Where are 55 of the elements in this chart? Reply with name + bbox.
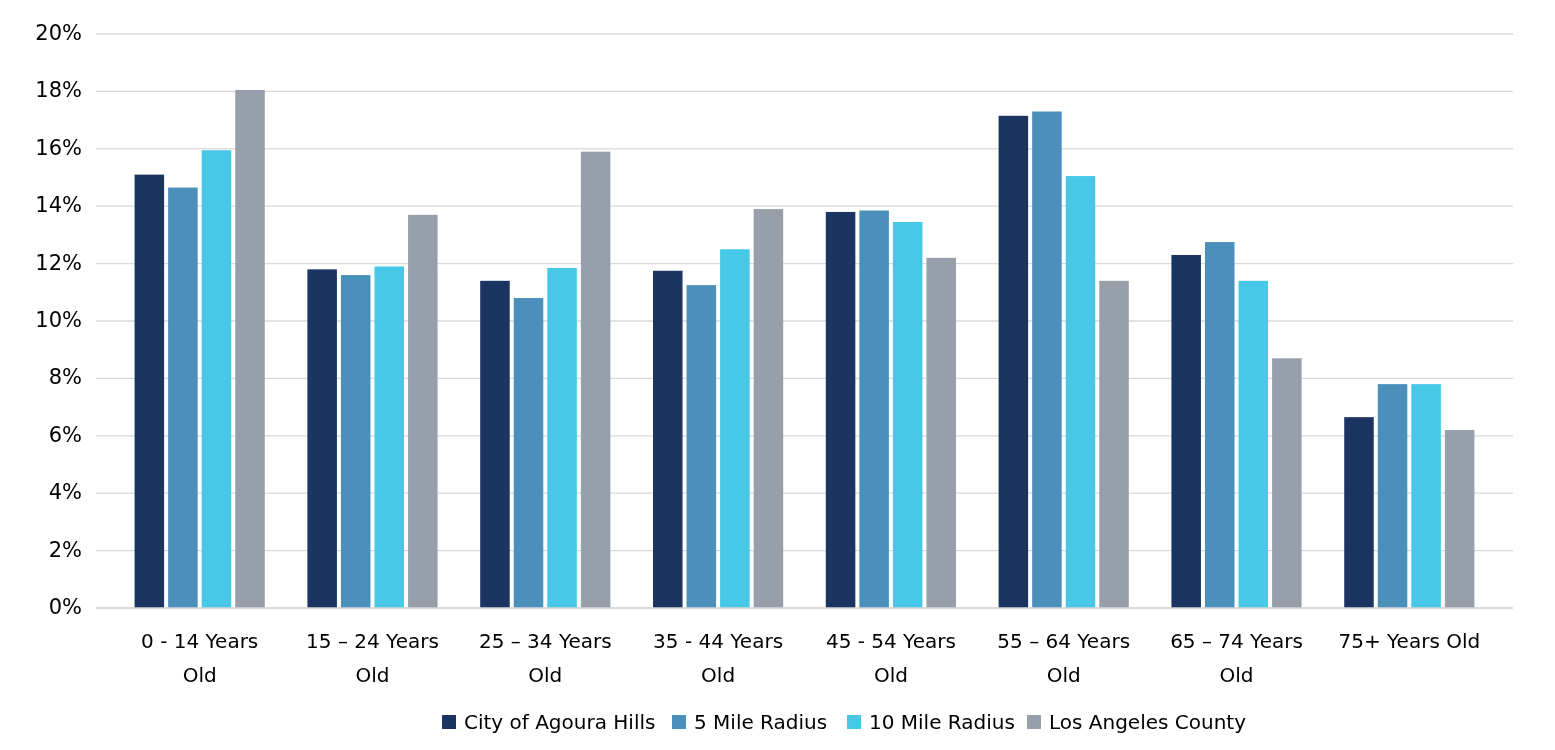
bar <box>1032 111 1062 608</box>
y-tick-label: 16% <box>35 135 82 160</box>
y-tick-label: 6% <box>48 422 82 447</box>
bar <box>480 280 510 608</box>
bar <box>720 249 750 608</box>
bar <box>686 285 717 608</box>
bar <box>1204 242 1235 608</box>
x-tick-label: 15 – 24 Years Old <box>306 629 439 687</box>
y-tick-label: 14% <box>35 193 82 218</box>
bar <box>580 151 611 608</box>
bar <box>1065 176 1096 608</box>
x-tick-label: 35 - 44 Years Old <box>653 629 784 687</box>
x-tick-label: 65 – 74 Years Old <box>1170 629 1303 687</box>
y-tick-label: 0% <box>48 595 82 619</box>
bar <box>892 221 923 608</box>
y-tick-label: 4% <box>48 480 82 505</box>
x-tick-label: 0 - 14 Years Old <box>141 629 259 687</box>
bar <box>235 89 265 608</box>
bar <box>1272 358 1302 608</box>
legend-label: 5 Mile Radius <box>694 710 828 734</box>
bar <box>547 267 577 608</box>
bar <box>1171 254 1201 608</box>
y-tick-label: 2% <box>48 537 82 562</box>
y-tick-label: 8% <box>48 365 82 390</box>
legend-label: Los Angeles County <box>1049 710 1247 734</box>
bar <box>201 150 232 608</box>
bar <box>653 270 683 608</box>
x-tick-label: 25 – 34 Years Old <box>478 629 612 687</box>
legend-label: City of Agoura Hills <box>464 710 656 734</box>
y-tick-label: 10% <box>35 308 82 332</box>
bar <box>513 298 544 608</box>
bar <box>374 266 405 608</box>
bar <box>1444 430 1475 608</box>
bar <box>998 115 1029 608</box>
bar <box>1377 384 1408 608</box>
bar <box>408 214 438 608</box>
bar <box>926 257 956 608</box>
x-tick-label: 55 – 64 Years Old <box>997 629 1131 687</box>
bar <box>168 187 198 608</box>
y-tick-label: 12% <box>35 250 82 275</box>
bar <box>340 275 371 608</box>
y-tick-label: 18% <box>35 78 82 103</box>
legend-label: 10 Mile Radius <box>869 710 1015 734</box>
bar <box>753 209 784 608</box>
bar <box>134 174 165 608</box>
bar <box>1238 280 1269 608</box>
bar <box>1344 417 1374 608</box>
bar <box>1411 384 1441 608</box>
bar <box>307 269 337 608</box>
y-tick-label: 20% <box>35 21 82 45</box>
bar <box>825 211 856 608</box>
x-tick-label: 75+ Years Old <box>1338 629 1481 653</box>
x-tick-label: 45 - 54 Years Old <box>825 629 956 687</box>
bar <box>859 210 889 608</box>
bar <box>1099 280 1129 608</box>
